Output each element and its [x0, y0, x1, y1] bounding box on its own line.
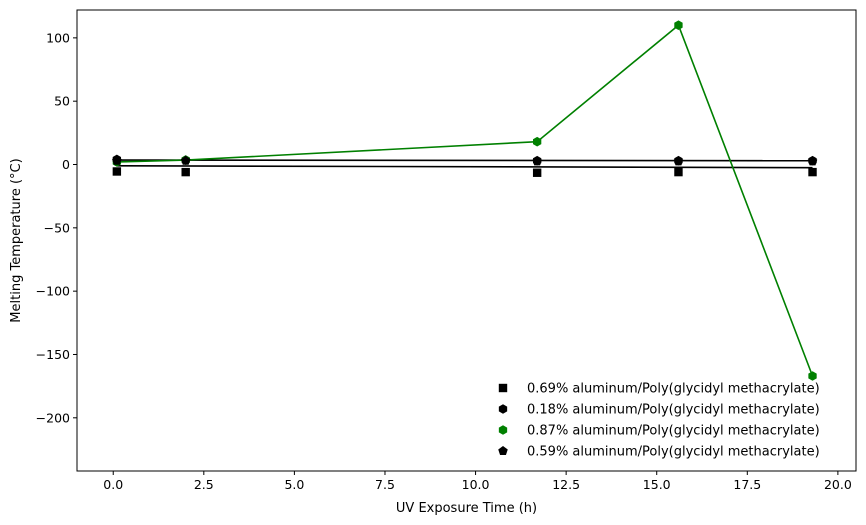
- x-tick-label: 0.0: [103, 477, 123, 492]
- series-3-point: [807, 156, 818, 166]
- y-tick-label: 100: [46, 30, 70, 45]
- plot-frame: [76, 9, 857, 472]
- series-0-point: [674, 167, 683, 177]
- series-1-fit-line: [116, 159, 813, 162]
- series-2-point: [533, 136, 542, 147]
- x-tick-label: 5.0: [284, 477, 304, 492]
- legend-label-1: 0.18% aluminum/Poly(glycidyl methacrylat…: [527, 403, 820, 418]
- legend-marker-1: [498, 404, 508, 414]
- axes: 0.0 2.5 5.0 7.5 10.0 12.5 15.0 17.5 20.0 100 50 0 −5…: [36, 9, 857, 492]
- plot-marks: [112, 20, 818, 381]
- x-tick-label: 7.5: [375, 477, 395, 492]
- series-2-point: [674, 20, 683, 30]
- x-tick-label: 2.5: [194, 477, 214, 492]
- legend: 0.69% aluminum/Poly(glycidyl methacrylat…: [498, 382, 820, 460]
- y-tick-label: 50: [54, 94, 70, 109]
- x-tick-label: 10.0: [462, 477, 490, 492]
- y-tick-label: −200: [36, 410, 70, 425]
- y-axis-label: Melting Temperature (°C): [9, 158, 24, 322]
- series-3-point: [112, 155, 122, 165]
- legend-label-2: 0.87% aluminum/Poly(glycidyl methacrylat…: [527, 424, 820, 439]
- y-tick-label: −100: [36, 284, 70, 299]
- series-3-point: [532, 156, 542, 166]
- legend-marker-2: [498, 425, 508, 435]
- x-tick-label: 20.0: [824, 477, 852, 492]
- series-3-point: [673, 156, 684, 166]
- series-0-fit-line: [116, 164, 813, 169]
- x-tick-label: 12.5: [552, 477, 580, 492]
- series-0-point: [181, 167, 190, 177]
- legend-marker-3: [498, 446, 508, 456]
- series-3-point: [180, 155, 191, 165]
- legend-marker-0: [498, 383, 508, 393]
- y-tick-label: 0: [62, 157, 70, 172]
- x-axis-label: UV Exposure Time (h): [396, 501, 537, 516]
- legend-label-3: 0.59% aluminum/Poly(glycidyl methacrylat…: [527, 445, 820, 460]
- legend-label-0: 0.69% aluminum/Poly(glycidyl methacrylat…: [527, 382, 820, 397]
- series-2-point: [808, 371, 817, 381]
- x-tick-label: 15.0: [643, 477, 671, 492]
- y-tick-label: −150: [36, 347, 70, 362]
- series-0-point: [808, 167, 817, 177]
- series-0-point: [112, 167, 122, 176]
- y-tick-label: −50: [44, 220, 70, 235]
- series-0-point: [532, 168, 542, 177]
- x-tick-label: 17.5: [733, 477, 761, 492]
